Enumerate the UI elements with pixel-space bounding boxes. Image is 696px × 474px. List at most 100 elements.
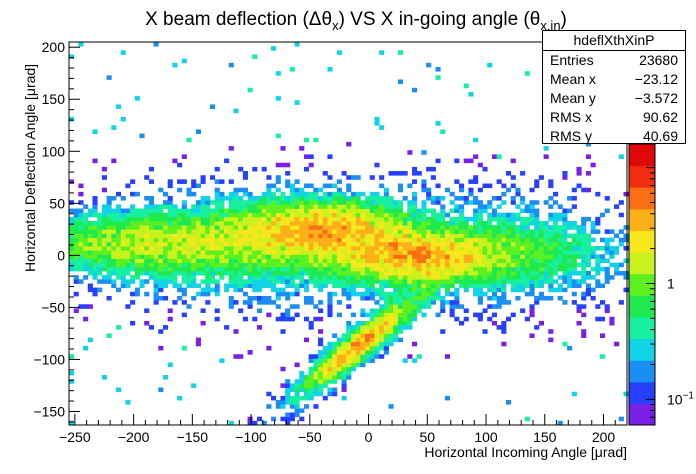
heatmap-cell [209, 212, 216, 218]
heatmap-cell [529, 245, 535, 251]
heatmap-cell [421, 208, 427, 214]
heatmap-cell [365, 237, 371, 243]
heatmap-cell [567, 196, 573, 201]
heatmap-cell [341, 283, 347, 289]
heatmap-cell [313, 387, 319, 393]
heatmap-cell [454, 196, 460, 201]
heatmap-cell [153, 300, 159, 305]
heatmap-cell [412, 212, 418, 218]
heatmap-cell [350, 354, 357, 359]
heatmap-cell [167, 183, 173, 189]
heatmap-cell [308, 354, 314, 359]
heatmap-cell [158, 345, 164, 351]
heatmap-cell [463, 308, 469, 313]
heatmap-cell [238, 200, 244, 205]
heatmap-cell [308, 212, 314, 218]
heatmap-cell [101, 258, 107, 264]
heatmap-cell [252, 266, 258, 272]
heatmap-cell [299, 258, 305, 264]
heatmap-cell [496, 154, 502, 159]
heatmap-cell [369, 295, 375, 301]
heatmap-cell [360, 254, 366, 259]
heatmap-cell [379, 295, 385, 301]
heatmap-cell [491, 225, 498, 230]
palette-step [629, 381, 655, 404]
heatmap-cell [501, 320, 507, 326]
heatmap-cell [242, 270, 248, 276]
heatmap-cell [430, 229, 436, 234]
heatmap-cell [468, 191, 474, 197]
heatmap-cell [388, 171, 394, 176]
heatmap-cell [501, 212, 507, 218]
heatmap-cell [477, 245, 483, 251]
heatmap-cell [515, 266, 521, 272]
heatmap-cell [275, 162, 281, 168]
heatmap-cell [346, 366, 352, 372]
heatmap-cell [247, 208, 253, 214]
heatmap-cell [78, 183, 84, 189]
heatmap-cell [275, 275, 281, 280]
heatmap-cell [548, 283, 554, 289]
heatmap-cell [487, 221, 493, 226]
heatmap-cell [313, 375, 319, 380]
heatmap-cell [256, 237, 263, 243]
heatmap-cell [365, 266, 371, 272]
heatmap-cell [581, 333, 587, 338]
heatmap-cell [496, 250, 502, 255]
heatmap-cell [162, 216, 169, 222]
heatmap-cell [318, 375, 324, 380]
heatmap-cell [355, 212, 361, 218]
heatmap-cell [313, 354, 319, 359]
heatmap-cell [576, 304, 582, 309]
heatmap-cell [195, 245, 201, 251]
heatmap-cell [435, 283, 441, 289]
heatmap-cell [111, 283, 117, 289]
heatmap-cell [275, 241, 281, 247]
heatmap-cell [590, 250, 596, 255]
heatmap-cell [97, 245, 103, 251]
heatmap-cell [83, 304, 89, 309]
heatmap-cell [365, 337, 371, 343]
heatmap-cell [397, 308, 404, 313]
heatmap-cell [529, 212, 535, 218]
heatmap-cell [440, 212, 446, 218]
heatmap-cell [473, 312, 479, 318]
heatmap-cell [200, 229, 206, 234]
heatmap-cell [177, 266, 183, 272]
heatmap-cell [435, 291, 441, 297]
heatmap-cell [271, 237, 277, 243]
heatmap-cell [252, 283, 258, 289]
heatmap-cell [125, 225, 131, 230]
heatmap-cell [383, 316, 389, 322]
heatmap-cell [426, 266, 432, 272]
heatmap-cell [379, 221, 385, 226]
heatmap-cell [515, 262, 521, 268]
heatmap-cell [130, 245, 136, 251]
heatmap-cell [529, 304, 535, 309]
heatmap-cell [252, 166, 258, 172]
heatmap-cell [308, 258, 314, 264]
heatmap-cell [360, 362, 366, 368]
heatmap-cell [83, 316, 89, 322]
heatmap-cell [604, 270, 610, 276]
heatmap-cell [280, 258, 286, 264]
heatmap-cell [557, 420, 563, 426]
heatmap-cell [346, 175, 352, 180]
heatmap-cell [355, 266, 361, 272]
heatmap-cell [355, 175, 361, 180]
heatmap-cell [322, 204, 328, 209]
heatmap-cell [219, 196, 225, 201]
heatmap-cell [285, 308, 291, 313]
heatmap-cell [115, 191, 122, 197]
heatmap-cell [496, 300, 502, 305]
heatmap-cell [529, 254, 535, 259]
heatmap-cell [552, 225, 559, 230]
heatmap-cell [402, 312, 408, 318]
heatmap-cell [468, 250, 474, 255]
heatmap-cell [224, 229, 230, 234]
heatmap-cell [355, 350, 361, 355]
heatmap-cell [355, 200, 361, 205]
heatmap-cell [576, 171, 582, 176]
heatmap-cell [571, 204, 577, 209]
heatmap-cell [360, 345, 366, 351]
